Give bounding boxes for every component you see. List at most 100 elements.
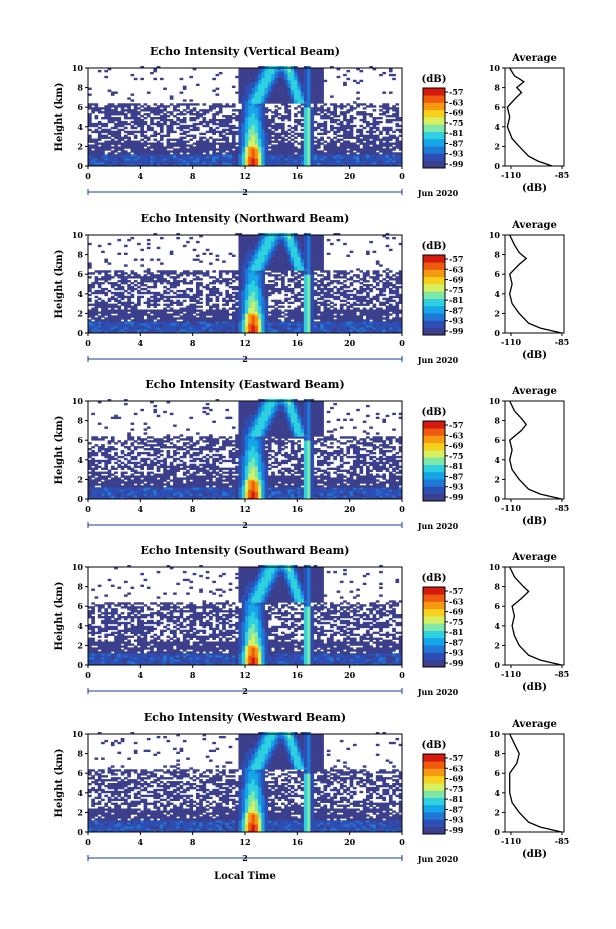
heatmap-cell xyxy=(117,329,122,332)
heatmap-cell xyxy=(117,132,122,136)
heatmap-cell xyxy=(245,285,249,289)
heatmap-cell xyxy=(189,117,194,120)
heatmap-cell xyxy=(336,130,341,134)
heatmap-cell xyxy=(398,146,403,149)
heatmap-cell xyxy=(264,144,269,147)
heatmap-cell xyxy=(349,146,354,149)
heatmap-cell xyxy=(179,325,184,328)
heatmap-cell xyxy=(192,107,197,110)
heatmap-cell xyxy=(186,274,190,277)
heatmap-cell xyxy=(290,95,295,98)
heatmap-cell xyxy=(110,118,115,122)
heatmap-cell xyxy=(186,130,190,134)
heatmap-cell xyxy=(209,319,213,322)
heatmap-cell xyxy=(94,299,99,303)
heatmap-cell xyxy=(284,89,288,92)
heatmap-cell xyxy=(146,301,151,304)
heatmap-cell xyxy=(316,154,321,157)
heatmap-cell xyxy=(277,301,282,304)
heatmap-cell xyxy=(114,124,118,128)
heatmap-cell xyxy=(271,246,275,250)
y-tick-label: 0 xyxy=(77,161,83,171)
heatmap-cell xyxy=(287,87,292,90)
heatmap-cell xyxy=(336,105,341,108)
heatmap-cell xyxy=(143,274,148,277)
heatmap-cell xyxy=(182,293,187,297)
heatmap-cell xyxy=(91,107,95,110)
heatmap-cell xyxy=(176,289,180,293)
heatmap-cell xyxy=(294,272,298,275)
heatmap-cell xyxy=(101,270,105,273)
heatmap-cell xyxy=(372,164,377,167)
heatmap-cell xyxy=(303,148,308,151)
heatmap-cell xyxy=(114,274,118,277)
heatmap-cell xyxy=(97,136,102,139)
heatmap-cell xyxy=(310,327,315,330)
heatmap-cell xyxy=(205,325,210,328)
heatmap-cell xyxy=(258,246,262,250)
heatmap-cell xyxy=(258,327,262,330)
heatmap-cell xyxy=(186,164,190,167)
heatmap-cell xyxy=(225,164,230,167)
heatmap-cell xyxy=(284,240,288,244)
heatmap-cell xyxy=(222,323,226,326)
heatmap-cell xyxy=(307,317,311,320)
heatmap-cell xyxy=(104,136,109,139)
heatmap-cell xyxy=(251,311,256,314)
heatmap-cell xyxy=(235,75,239,79)
heatmap-cell xyxy=(209,329,213,332)
heatmap-cell xyxy=(222,115,226,118)
heatmap-cell xyxy=(218,282,223,285)
heatmap-cell xyxy=(343,111,347,114)
heatmap-cell xyxy=(287,301,292,304)
heatmap-cell xyxy=(323,152,328,155)
heatmap-cell xyxy=(199,282,203,285)
heatmap-cell xyxy=(212,317,216,320)
heatmap-cell xyxy=(294,268,298,271)
heatmap-cell xyxy=(192,126,197,130)
heatmap-cell xyxy=(169,321,174,324)
heatmap-cell xyxy=(294,128,298,132)
heatmap-cell xyxy=(258,89,262,92)
heatmap-cell xyxy=(159,293,164,297)
heatmap-cell xyxy=(284,109,288,112)
heatmap-cell xyxy=(123,109,128,112)
heatmap-cell xyxy=(307,83,311,87)
heatmap-cell xyxy=(251,272,256,275)
heatmap-cell xyxy=(215,305,220,308)
heatmap-cell xyxy=(192,311,197,314)
heatmap-cell xyxy=(294,81,298,85)
heatmap-cell xyxy=(356,162,360,165)
heatmap-cell xyxy=(228,313,233,316)
heatmap-cell xyxy=(343,142,347,145)
heatmap-cell xyxy=(258,134,262,137)
heatmap-cell xyxy=(248,287,252,291)
heatmap-cell xyxy=(146,327,151,330)
heatmap-cell xyxy=(88,293,92,297)
heatmap-cell xyxy=(110,307,115,310)
heatmap-cell xyxy=(94,103,99,106)
heatmap-cell xyxy=(258,107,262,110)
heatmap-cell xyxy=(133,160,138,163)
heatmap-cell xyxy=(277,252,282,255)
heatmap-cell xyxy=(254,105,259,108)
heatmap-cell xyxy=(182,315,187,318)
heatmap-cell xyxy=(209,327,213,330)
heatmap-cell xyxy=(254,323,259,326)
heatmap-cell xyxy=(245,154,249,157)
heatmap-cell xyxy=(307,329,311,332)
heatmap-cell xyxy=(297,111,302,114)
heatmap-cell xyxy=(209,252,213,255)
heatmap-cell xyxy=(140,126,145,130)
heatmap-cell xyxy=(235,295,239,299)
heatmap-cell xyxy=(398,134,403,137)
heatmap-cell xyxy=(238,126,243,130)
heatmap-cell xyxy=(235,325,239,328)
heatmap-cell xyxy=(261,160,266,163)
heatmap-cell xyxy=(186,103,190,106)
heatmap-cell xyxy=(303,101,308,104)
heatmap-cell xyxy=(117,122,122,126)
heatmap-cell xyxy=(267,73,272,77)
heatmap-cell xyxy=(356,156,360,159)
heatmap-cell xyxy=(110,160,115,163)
